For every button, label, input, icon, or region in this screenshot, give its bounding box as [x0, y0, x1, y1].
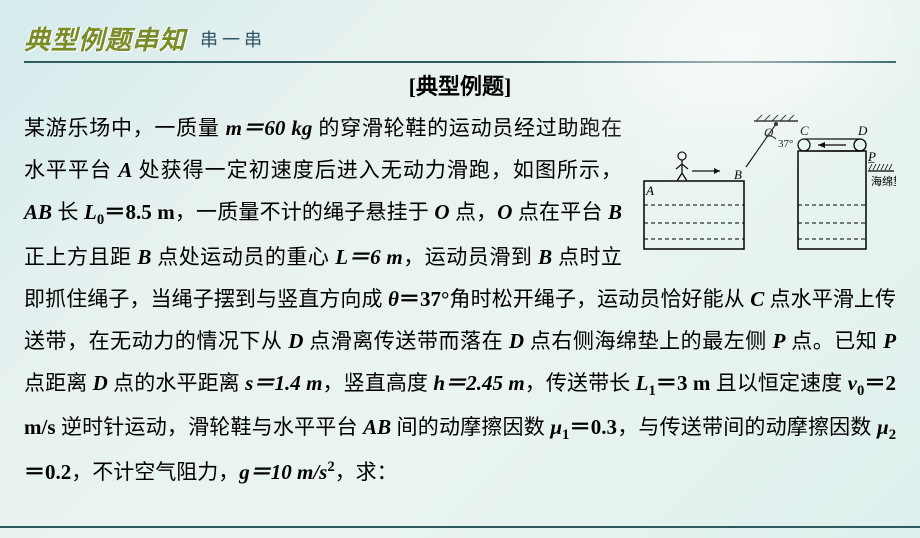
lbl-P2: P	[883, 329, 896, 353]
diagram-label-O: O	[764, 125, 774, 140]
divider-top	[24, 61, 896, 63]
lbl-P: P	[773, 329, 786, 353]
t: 某游乐场中，一质量	[24, 116, 226, 140]
eq-g-exp: 2	[327, 459, 334, 475]
lbl-B: B	[608, 200, 622, 224]
eq-v0l: v	[848, 371, 857, 395]
eq-L: L＝6 m	[335, 245, 403, 269]
eq-h: h＝2.45 m	[433, 371, 524, 395]
t: ，与传送带间的动摩擦因数	[617, 415, 877, 439]
header-subtitle: 串一串	[200, 26, 266, 52]
eq-thl: θ	[388, 287, 399, 311]
diagram-label-A: A	[645, 183, 654, 198]
lbl-B2: B	[137, 245, 151, 269]
lbl-A: A	[118, 158, 132, 182]
lbl-AB2: AB	[363, 415, 391, 439]
eq-th: ＝37°	[399, 287, 450, 311]
t: 点的水平距离	[108, 371, 245, 395]
t: ，运动员滑到	[403, 245, 538, 269]
t: 点。已知	[785, 329, 883, 353]
eq-g: g＝10 m/s	[239, 460, 327, 484]
eq-L1: ＝3 m	[656, 371, 711, 395]
t: ，不计空气阻力，	[71, 460, 239, 484]
t: 点，	[450, 200, 498, 224]
problem-text: O 37° A B	[24, 107, 896, 493]
t: 点滑离传送带而落在	[303, 329, 508, 353]
t: 逆时针运动，滑轮鞋与水平平台	[56, 415, 364, 439]
eq-m: m＝60 kg	[226, 116, 313, 140]
eq-mu2l: μ	[877, 415, 889, 439]
header: 典型例题串知 串一串	[24, 20, 920, 57]
example-title: [典型例题]	[0, 69, 920, 101]
t: ，一质量不计的绳子悬挂于	[175, 200, 435, 224]
lbl-D: D	[288, 329, 303, 353]
lbl-B3: B	[538, 245, 552, 269]
eq-mu2: ＝0.2	[24, 460, 71, 484]
t: 点处运动员的重心	[151, 245, 335, 269]
t: 处获得一定初速度后进入无动力滑跑，如图所示，	[132, 158, 622, 182]
eq-L1l: L	[636, 371, 649, 395]
eq-mu1: ＝0.3	[569, 415, 617, 439]
lbl-C: C	[750, 287, 764, 311]
header-badge: 典型例题串知	[24, 20, 186, 57]
lbl-D3: D	[93, 371, 108, 395]
t: 间的动摩擦因数	[391, 415, 550, 439]
eq-L0l: L	[84, 200, 97, 224]
t: 点距离	[24, 371, 93, 395]
t: 角时松开绳子，运动员恰好能从	[449, 287, 750, 311]
diagram-label-D: D	[857, 123, 868, 138]
lbl-O: O	[434, 200, 449, 224]
lbl-O2: O	[497, 200, 512, 224]
lbl-D2: D	[509, 329, 524, 353]
eq-mu2s: 2	[889, 427, 896, 443]
lbl-AB: AB	[24, 200, 52, 224]
t: 且以恒定速度	[710, 371, 847, 395]
t: 点右侧海绵垫上的最左侧	[524, 329, 773, 353]
t: 点在平台	[512, 200, 608, 224]
t: 正上方且距	[24, 245, 137, 269]
diagram-label-C: C	[800, 123, 809, 138]
divider-bottom	[0, 526, 920, 528]
diagram-label-angle: 37°	[778, 138, 793, 150]
eq-mu1l: μ	[550, 415, 562, 439]
eq-L0: ＝8.5 m	[104, 200, 175, 224]
diagram-label-P: P̲	[867, 149, 876, 164]
physics-diagram: O 37° A B	[636, 111, 896, 261]
t: ，求：	[335, 460, 398, 484]
diagram-label-mat: 海绵垫	[871, 174, 896, 188]
t: ，传送带长	[525, 371, 636, 395]
t: ，竖直高度	[322, 371, 433, 395]
t: 长	[52, 200, 84, 224]
diagram-label-B: B	[734, 167, 742, 182]
eq-L1s: 1	[648, 383, 655, 399]
eq-s: s＝1.4 m	[245, 371, 322, 395]
